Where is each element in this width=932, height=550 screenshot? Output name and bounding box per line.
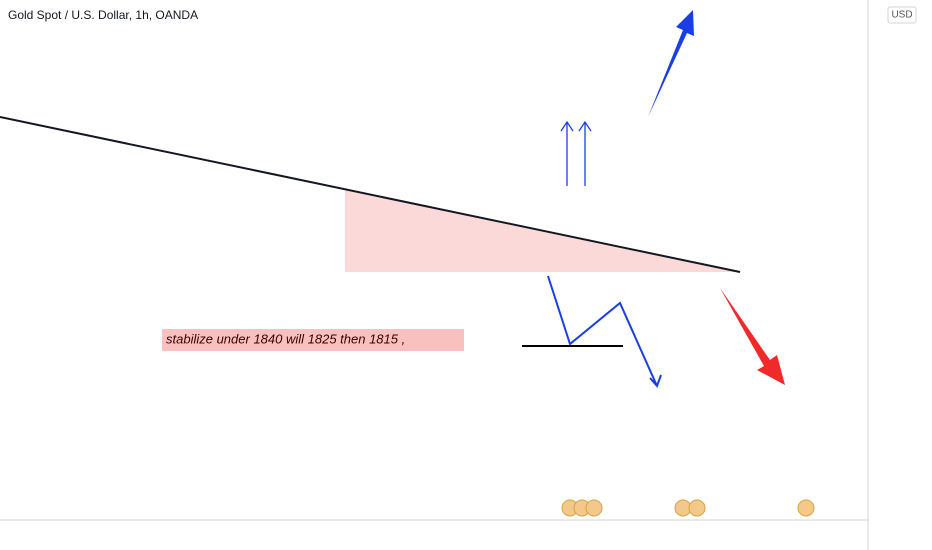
currency: USD: [891, 10, 912, 21]
currency-box: [887, 6, 917, 24]
event-icons: [561, 499, 815, 517]
big-down-arrow: [720, 288, 785, 385]
trendline: [0, 116, 741, 273]
arrows: [547, 120, 662, 388]
big-up-arrow: [648, 10, 694, 117]
title: Gold Spot / U.S. Dollar, 1h, OANDA: [8, 8, 198, 22]
annotation-box: [162, 329, 464, 351]
annotation: stabilize under 1840 will 1825 then 1815…: [166, 331, 405, 346]
